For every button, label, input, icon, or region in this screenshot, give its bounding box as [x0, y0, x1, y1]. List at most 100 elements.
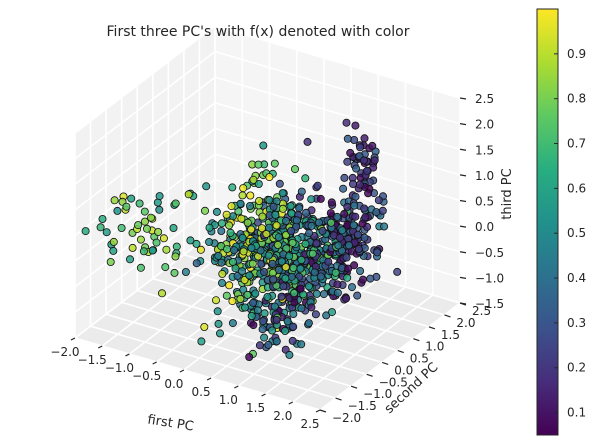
- chart-title: First three PC's with f(x) denoted with …: [107, 24, 410, 40]
- data-point: [264, 340, 273, 349]
- x-tick-label: 1.5: [246, 401, 265, 415]
- data-point: [366, 274, 375, 283]
- data-point: [295, 204, 304, 213]
- data-point: [283, 317, 292, 326]
- data-point: [324, 257, 333, 266]
- data-point: [234, 207, 243, 216]
- data-point: [186, 236, 195, 245]
- tick-mark: [319, 409, 327, 413]
- data-point: [240, 275, 249, 284]
- data-point: [155, 205, 164, 214]
- data-point: [307, 303, 316, 312]
- data-point: [342, 253, 351, 262]
- data-point: [327, 308, 336, 317]
- x-tick-label: −1.0: [105, 361, 134, 375]
- gridline: [121, 301, 367, 376]
- x-tick-label: −1.5: [78, 353, 107, 367]
- gridline: [214, 127, 461, 202]
- data-point: [226, 228, 235, 237]
- data-point: [169, 223, 178, 232]
- data-point: [288, 336, 297, 345]
- data-points: [81, 118, 402, 361]
- data-point: [251, 289, 260, 298]
- data-point: [278, 189, 287, 198]
- data-point: [265, 173, 274, 182]
- data-point: [356, 266, 365, 275]
- x-tick-label: 1.0: [219, 393, 238, 407]
- data-point: [217, 219, 226, 228]
- data-point: [238, 191, 247, 200]
- data-point: [370, 156, 379, 165]
- gridline: [214, 25, 461, 99]
- data-point: [347, 283, 356, 292]
- data-point: [96, 223, 105, 232]
- data-point: [240, 303, 249, 312]
- data-point: [259, 317, 268, 326]
- gridline: [74, 337, 321, 411]
- data-point: [239, 285, 248, 294]
- colorbar-tick-label: 0.8: [567, 92, 586, 106]
- tick-mark: [366, 373, 373, 377]
- data-point: [346, 148, 355, 157]
- data-point: [360, 204, 369, 213]
- data-point: [217, 258, 226, 267]
- y-tick-label: 1.5: [441, 328, 460, 342]
- data-point: [301, 239, 310, 248]
- data-point: [272, 221, 281, 230]
- gridline: [214, 50, 461, 125]
- data-point: [228, 183, 237, 192]
- y-tick-label: −2.0: [332, 411, 361, 425]
- data-point: [296, 284, 305, 293]
- data-point: [354, 244, 363, 253]
- data-point: [106, 257, 115, 266]
- data-point: [308, 249, 317, 258]
- data-point: [348, 179, 357, 188]
- data-point: [372, 208, 381, 217]
- tick-mark: [152, 361, 157, 365]
- data-point: [360, 134, 369, 143]
- gridline: [319, 302, 461, 411]
- data-point: [343, 157, 352, 166]
- data-point: [285, 350, 294, 359]
- x-tick-label: −0.5: [132, 369, 161, 383]
- data-point: [288, 238, 297, 247]
- data-point: [342, 294, 351, 303]
- data-point: [351, 121, 360, 130]
- tick-mark: [459, 276, 467, 279]
- data-point: [358, 275, 367, 284]
- data-point: [302, 208, 311, 217]
- data-point: [353, 291, 362, 300]
- colorbar-tick-label: 0.1: [567, 406, 586, 420]
- data-point: [265, 195, 274, 204]
- data-point: [343, 273, 352, 282]
- data-point: [334, 241, 343, 250]
- data-point: [355, 180, 364, 189]
- data-point: [311, 310, 320, 319]
- data-point: [314, 218, 323, 227]
- x-tick-label: 2.0: [273, 409, 292, 423]
- data-point: [212, 207, 221, 216]
- data-point: [113, 206, 122, 215]
- data-point: [238, 233, 247, 242]
- data-point: [350, 261, 359, 270]
- data-point: [303, 137, 312, 146]
- data-point: [263, 292, 272, 301]
- z-tick-label: 1.5: [475, 143, 494, 157]
- data-point: [340, 209, 349, 218]
- tick-mark: [350, 385, 358, 389]
- data-point: [351, 212, 360, 221]
- y-tick-label: −0.5: [379, 375, 408, 389]
- data-point: [269, 202, 278, 211]
- data-point: [270, 302, 279, 311]
- tick-mark: [459, 225, 467, 228]
- data-point: [352, 164, 361, 173]
- z-tick-label: 2.5: [475, 92, 494, 106]
- z-tick-label: 0.5: [475, 195, 494, 209]
- data-point: [230, 246, 239, 255]
- data-point: [292, 216, 301, 225]
- gridline: [74, 127, 216, 237]
- data-point: [159, 234, 168, 243]
- data-point: [307, 221, 316, 230]
- tick-mark: [444, 314, 451, 318]
